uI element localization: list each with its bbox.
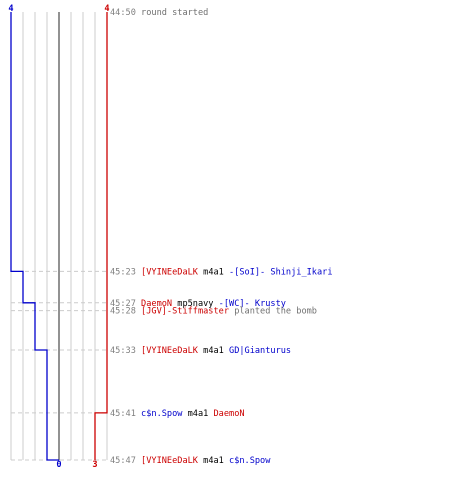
series-line-red <box>94 12 108 460</box>
event-line: 45:27 DaemoN mp5navy -[WC]- Krusty <box>110 299 286 309</box>
event-time: 45:27 <box>110 299 141 309</box>
event-log: 44:50 round started 45:23 [VYINEeDaLK m4a… <box>110 8 333 466</box>
event-victim: -[SoI]- Shinji_Ikari <box>229 267 332 277</box>
event-victim: GD|Gianturus <box>229 346 291 356</box>
start-count-red: 4 <box>104 4 109 14</box>
event-weapon: m4a1 <box>198 267 229 277</box>
event-weapon: m4a1 <box>198 346 229 356</box>
count-labels: 4 0 4 3 <box>8 4 109 470</box>
event-killer: [VYINEeDaLK <box>141 346 199 356</box>
event-line: 45:41 c$n.Spow m4a1 DaemoN <box>110 409 245 419</box>
event-weapon: mp5navy <box>172 299 219 309</box>
event-line: 45:33 [VYINEeDaLK m4a1 GD|Gianturus <box>110 346 291 356</box>
event-line: 45:23 [VYINEeDaLK m4a1 -[SoI]- Shinji_Ik… <box>110 267 333 277</box>
event-killer: [VYINEeDaLK <box>141 267 199 277</box>
event-weapon: m4a1 <box>198 456 229 466</box>
event-victim: -[WC]- Krusty <box>219 299 286 309</box>
event-victim: c$n.Spow <box>229 456 271 466</box>
event-note: round started <box>141 8 208 18</box>
start-count-blue: 4 <box>8 4 13 14</box>
end-count-blue: 0 <box>56 460 61 470</box>
event-victim: DaemoN <box>214 409 245 419</box>
event-line: 45:47 [VYINEeDaLK m4a1 c$n.Spow <box>110 456 271 466</box>
event-line: 45:28 [JGV]-Stiffmaster planted the bomb <box>110 307 317 317</box>
event-time: 45:47 <box>110 456 141 466</box>
event-time: 45:23 <box>110 267 141 277</box>
event-time: 45:28 <box>110 307 141 317</box>
event-killer: [VYINEeDaLK <box>141 456 199 466</box>
event-line: 44:50 round started <box>110 8 208 18</box>
event-time: 44:50 <box>110 8 141 18</box>
event-weapon: m4a1 <box>182 409 213 419</box>
event-time: 45:41 <box>110 409 141 419</box>
event-note: planted the bomb <box>229 307 317 317</box>
end-count-red: 3 <box>92 460 97 470</box>
series-line-blue <box>10 12 59 461</box>
event-killer: DaemoN <box>141 299 172 309</box>
team-series <box>10 12 108 461</box>
event-killer: c$n.Spow <box>141 409 183 419</box>
grid-lines <box>10 12 108 460</box>
event-actor: [JGV]-Stiffmaster <box>141 307 229 317</box>
event-time: 45:33 <box>110 346 141 356</box>
